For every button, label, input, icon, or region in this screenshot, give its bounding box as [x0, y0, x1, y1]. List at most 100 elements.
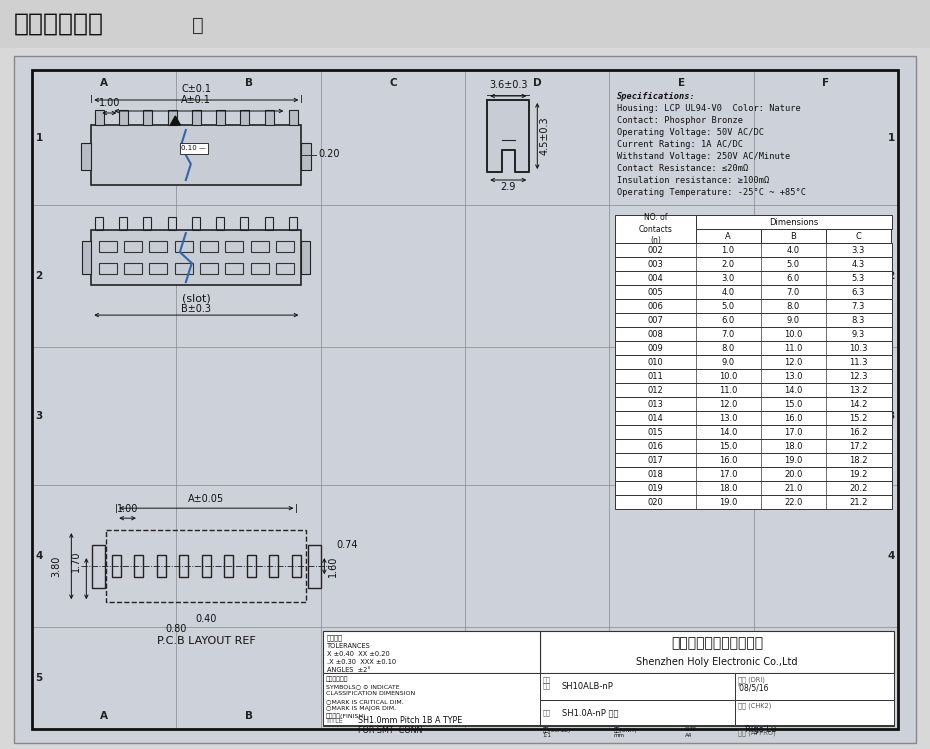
- Text: 0.74: 0.74: [337, 539, 358, 550]
- Text: 10.3: 10.3: [849, 344, 868, 353]
- Text: F: F: [822, 711, 830, 721]
- Text: 5: 5: [887, 673, 895, 683]
- Text: 0.10 —: 0.10 —: [181, 145, 206, 151]
- Text: 3.80: 3.80: [51, 556, 61, 577]
- Bar: [246, 555, 256, 577]
- Bar: [292, 555, 300, 577]
- Bar: [323, 673, 539, 725]
- Text: 6.0: 6.0: [787, 273, 800, 282]
- Bar: [150, 241, 167, 252]
- Text: SH10ALB-nP: SH10ALB-nP: [562, 682, 614, 691]
- Bar: [539, 673, 735, 700]
- Bar: [192, 217, 200, 230]
- Text: 20.2: 20.2: [849, 484, 868, 493]
- Bar: [224, 555, 233, 577]
- Text: 18.2: 18.2: [849, 455, 868, 464]
- Text: (slot): (slot): [182, 293, 211, 303]
- Text: 1.0: 1.0: [722, 246, 735, 255]
- Bar: [200, 241, 218, 252]
- Bar: [112, 555, 121, 577]
- Text: 0.40: 0.40: [195, 614, 217, 624]
- Text: SIZE
A4: SIZE A4: [684, 727, 697, 738]
- Text: 5: 5: [35, 673, 43, 683]
- Text: 制图 (DRI): 制图 (DRI): [737, 676, 764, 683]
- Text: 003: 003: [647, 260, 663, 269]
- Text: 12.0: 12.0: [784, 357, 803, 366]
- Bar: [119, 110, 128, 125]
- Text: A: A: [100, 78, 108, 88]
- Text: 19.0: 19.0: [719, 497, 737, 506]
- Bar: [323, 725, 735, 726]
- Bar: [134, 555, 143, 577]
- Text: 17.2: 17.2: [849, 442, 868, 451]
- Bar: [539, 700, 735, 726]
- Bar: [216, 110, 225, 125]
- Text: 12.0: 12.0: [719, 400, 737, 409]
- Text: 比例(SCALE)
1:1: 比例(SCALE) 1:1: [543, 727, 571, 739]
- Bar: [289, 217, 297, 230]
- Text: 1.70: 1.70: [72, 550, 81, 571]
- Text: 020: 020: [647, 497, 663, 506]
- Text: ○MARK IS MAJOR DIM.: ○MARK IS MAJOR DIM.: [326, 706, 396, 712]
- Bar: [270, 555, 278, 577]
- Text: SH1.0A-nP 立贴: SH1.0A-nP 立贴: [562, 709, 618, 718]
- Text: 22.0: 22.0: [784, 497, 803, 506]
- Bar: [301, 241, 311, 274]
- Text: 012: 012: [647, 386, 663, 395]
- Text: A: A: [725, 231, 731, 240]
- Bar: [81, 143, 91, 170]
- Text: 1: 1: [887, 133, 895, 142]
- Text: 009: 009: [647, 344, 663, 353]
- Bar: [616, 257, 892, 271]
- Text: 5.0: 5.0: [787, 260, 800, 269]
- Bar: [616, 355, 892, 369]
- Text: Rigo Lu: Rigo Lu: [745, 725, 776, 734]
- Text: TOLERANCES: TOLERANCES: [326, 643, 370, 649]
- Text: 11.0: 11.0: [719, 386, 737, 395]
- Text: 002: 002: [647, 246, 663, 255]
- Text: Shenzhen Holy Electronic Co.,Ltd: Shenzhen Holy Electronic Co.,Ltd: [636, 657, 798, 667]
- Text: 9.0: 9.0: [722, 357, 735, 366]
- Bar: [616, 495, 892, 509]
- Bar: [309, 545, 322, 588]
- Text: 010: 010: [647, 357, 663, 366]
- Text: ANGLES  ±2°: ANGLES ±2°: [326, 667, 370, 673]
- Text: 工程: 工程: [543, 676, 551, 683]
- Bar: [167, 217, 176, 230]
- Text: 2: 2: [887, 271, 895, 281]
- Bar: [761, 229, 826, 243]
- Bar: [616, 243, 892, 257]
- Text: Operating Voltage: 50V AC/DC: Operating Voltage: 50V AC/DC: [618, 128, 764, 137]
- Text: 13.0: 13.0: [784, 372, 803, 380]
- Bar: [735, 725, 894, 726]
- Bar: [696, 229, 761, 243]
- Text: 在线图纸下载: 在线图纸下载: [14, 12, 104, 36]
- Bar: [616, 439, 892, 453]
- Text: FOR SMT  CONN: FOR SMT CONN: [358, 726, 422, 735]
- Text: 7.3: 7.3: [852, 302, 865, 311]
- Text: E: E: [678, 711, 685, 721]
- Text: 9.0: 9.0: [787, 315, 800, 324]
- Text: 7.0: 7.0: [722, 330, 735, 339]
- Bar: [240, 217, 248, 230]
- Text: 16.2: 16.2: [849, 428, 868, 437]
- Bar: [124, 263, 142, 274]
- Text: 015: 015: [647, 428, 663, 437]
- Bar: [143, 217, 152, 230]
- Bar: [616, 327, 892, 341]
- Text: 014: 014: [647, 413, 663, 422]
- Bar: [289, 110, 298, 125]
- Text: 11.0: 11.0: [784, 344, 803, 353]
- Bar: [106, 530, 306, 602]
- Text: 18.0: 18.0: [719, 484, 737, 493]
- Bar: [0, 0, 930, 48]
- Text: 8.3: 8.3: [852, 315, 865, 324]
- Text: 3.6±0.3: 3.6±0.3: [489, 80, 527, 90]
- Text: 4.0: 4.0: [722, 288, 735, 297]
- Text: SH1.0mm Pitch 1B A TYPE: SH1.0mm Pitch 1B A TYPE: [358, 716, 462, 725]
- Text: 8.0: 8.0: [722, 344, 735, 353]
- Bar: [202, 555, 211, 577]
- Bar: [616, 313, 892, 327]
- Bar: [179, 143, 207, 154]
- Bar: [225, 241, 244, 252]
